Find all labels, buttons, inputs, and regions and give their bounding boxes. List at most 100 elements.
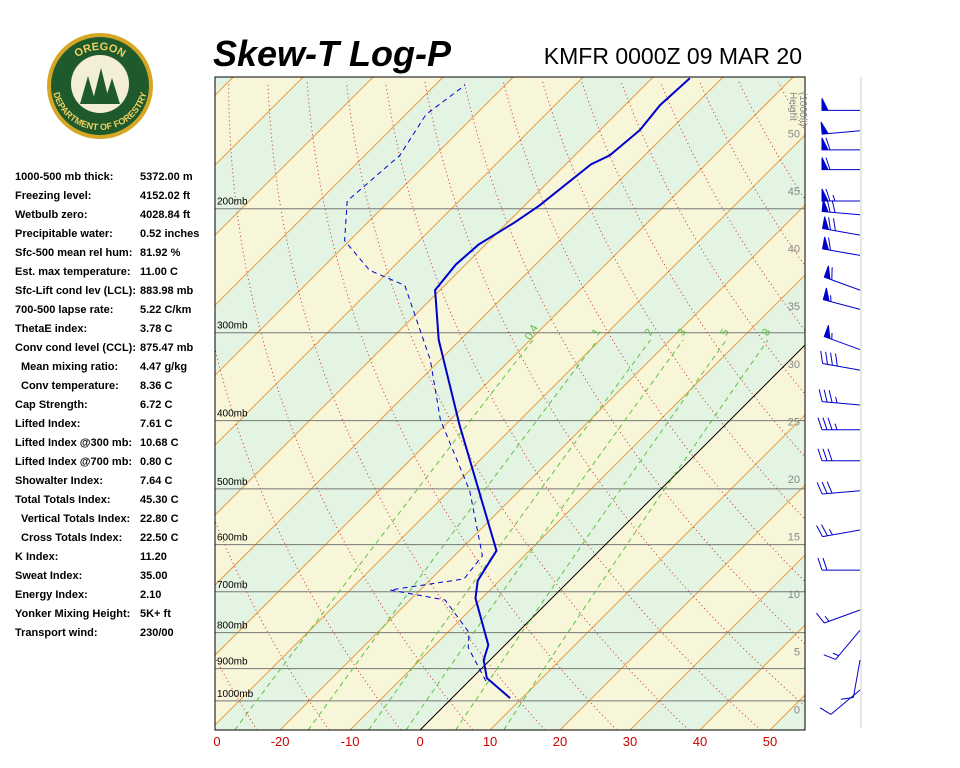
temperature-profile: [434, 77, 691, 699]
index-label: 1000-500 mb thick:: [15, 171, 113, 183]
index-label: Freezing level:: [15, 190, 91, 202]
wind-barb: [818, 389, 861, 406]
wind-barb: [822, 287, 861, 310]
isotherm: [559, 484, 805, 730]
index-value: 22.50 C: [140, 532, 179, 544]
wind-barb: [817, 448, 860, 462]
index-value: 2.10: [140, 589, 161, 601]
dry-adiabat: [306, 81, 618, 730]
mixing-ratio-label: 3: [675, 327, 688, 338]
mixing-ratio-line: [368, 339, 651, 730]
wind-barb: [816, 524, 861, 538]
index-label: Vertical Totals Index:: [21, 513, 130, 525]
wind-barb: [821, 216, 861, 236]
x-tick-label: -20: [271, 734, 290, 749]
wind-barb: [823, 325, 861, 351]
x-tick-label: 50: [763, 734, 777, 749]
index-value: 8.36 C: [140, 380, 172, 392]
y-tick-label: 1000mb: [217, 689, 254, 700]
index-label: Sweat Index:: [15, 570, 82, 582]
y-tick-label: 400mb: [217, 409, 248, 420]
y-tick-label: 500mb: [217, 477, 248, 488]
wind-barb: [823, 630, 861, 660]
y-tick-label: 200mb: [217, 197, 248, 208]
wind-barb: [816, 609, 861, 624]
index-value: 11.20: [140, 551, 167, 563]
y2-axis-label: (1000ft): [797, 92, 808, 126]
dry-adiabat: [817, 82, 960, 730]
index-value: 4028.84 ft: [140, 209, 190, 221]
wind-barb: [840, 659, 861, 700]
index-label: 700-500 lapse rate:: [15, 304, 113, 316]
wind-barb: [823, 265, 861, 291]
dry-adiabat: [215, 346, 402, 730]
dry-adiabat: [345, 81, 689, 730]
mixing-ratio-label: 1: [590, 327, 603, 338]
mixing-ratio-line: [405, 339, 684, 730]
chart-subtitle: KMFR 0000Z 09 MAR 20: [544, 43, 802, 69]
wind-barb: [819, 689, 861, 715]
index-label: Energy Index:: [15, 589, 88, 601]
wind-barb: [820, 121, 861, 135]
y2-tick-label: 30: [788, 359, 800, 371]
index-value: 5372.00 m: [140, 171, 193, 183]
wind-barb: [821, 157, 860, 171]
index-value: 22.80 C: [140, 513, 179, 525]
x-tick-label: -10: [341, 734, 360, 749]
logo-tree: [104, 78, 120, 104]
wind-barb: [821, 199, 861, 216]
wind-barb: [821, 98, 860, 111]
isotherm: [489, 414, 805, 730]
index-label: Showalter Index:: [15, 475, 103, 487]
isotherm: [215, 77, 724, 586]
wind-barb: [820, 350, 861, 371]
dry-adiabat: [896, 82, 960, 730]
x-tick-label: 30: [623, 734, 637, 749]
index-value: 883.98 mb: [140, 285, 193, 297]
y2-tick-label: 5: [794, 647, 800, 659]
index-label: Sfc-500 mean rel hum:: [15, 247, 132, 259]
y-tick-label: 300mb: [217, 321, 248, 332]
wind-barb: [817, 557, 860, 571]
index-label: Mean mixing ratio:: [21, 361, 118, 373]
plot-border: [214, 76, 806, 731]
dry-adiabat: [620, 81, 805, 395]
y-tick-label: 800mb: [217, 621, 248, 632]
y-tick-label: 600mb: [217, 533, 248, 544]
index-value: 875.47 mb: [140, 342, 193, 354]
y-tick-label: 700mb: [217, 580, 248, 591]
wind-barb: [821, 236, 861, 256]
dry-adiabat: [424, 81, 805, 707]
index-label: Est. max temperature:: [15, 266, 131, 278]
y2-tick-label: 10: [788, 589, 800, 601]
x-tick-label: 10: [483, 734, 497, 749]
mixing-ratio-label: 8: [760, 327, 773, 338]
isotherm: [629, 554, 805, 730]
isotherm: [215, 77, 584, 446]
dry-adiabat: [385, 81, 761, 730]
index-label: Transport wind:: [15, 627, 98, 639]
plot-area: 0.4 1 2 3 5 8: [215, 77, 960, 730]
index-label: Lifted Index:: [15, 418, 80, 430]
axes: 1000mb 900mb 800mb 700mb 600mb 500mb 400mb 300m…: [213, 92, 808, 749]
index-label: Sfc-Lift cond lev (LCL):: [15, 285, 136, 297]
y2-tick-label: 25: [788, 416, 800, 428]
logo-text: OREGON: [72, 41, 127, 60]
x-edge-label: 0: [213, 734, 220, 749]
dry-adiabat: [659, 81, 805, 332]
isotherm: [215, 134, 805, 726]
dry-adiabat: [581, 81, 805, 458]
index-label: Cap Strength:: [15, 399, 88, 411]
x-tick-label: 0: [416, 734, 423, 749]
y2-tick-label: 50: [788, 128, 800, 140]
index-value: 7.61 C: [140, 418, 172, 430]
dry-adiabat: [857, 82, 960, 730]
index-value: 45.30 C: [140, 494, 179, 506]
index-value: 6.72 C: [140, 399, 172, 411]
dry-adiabat: [699, 81, 805, 267]
indices-table: 1000-500 mb thick: 5372.00 m Freezing leve…: [15, 171, 199, 639]
isotherm-band: [215, 135, 805, 730]
x-tick-label: 40: [693, 734, 707, 749]
index-label: Lifted Index @300 mb:: [15, 437, 132, 449]
index-label: Wetbulb zero:: [15, 209, 88, 221]
